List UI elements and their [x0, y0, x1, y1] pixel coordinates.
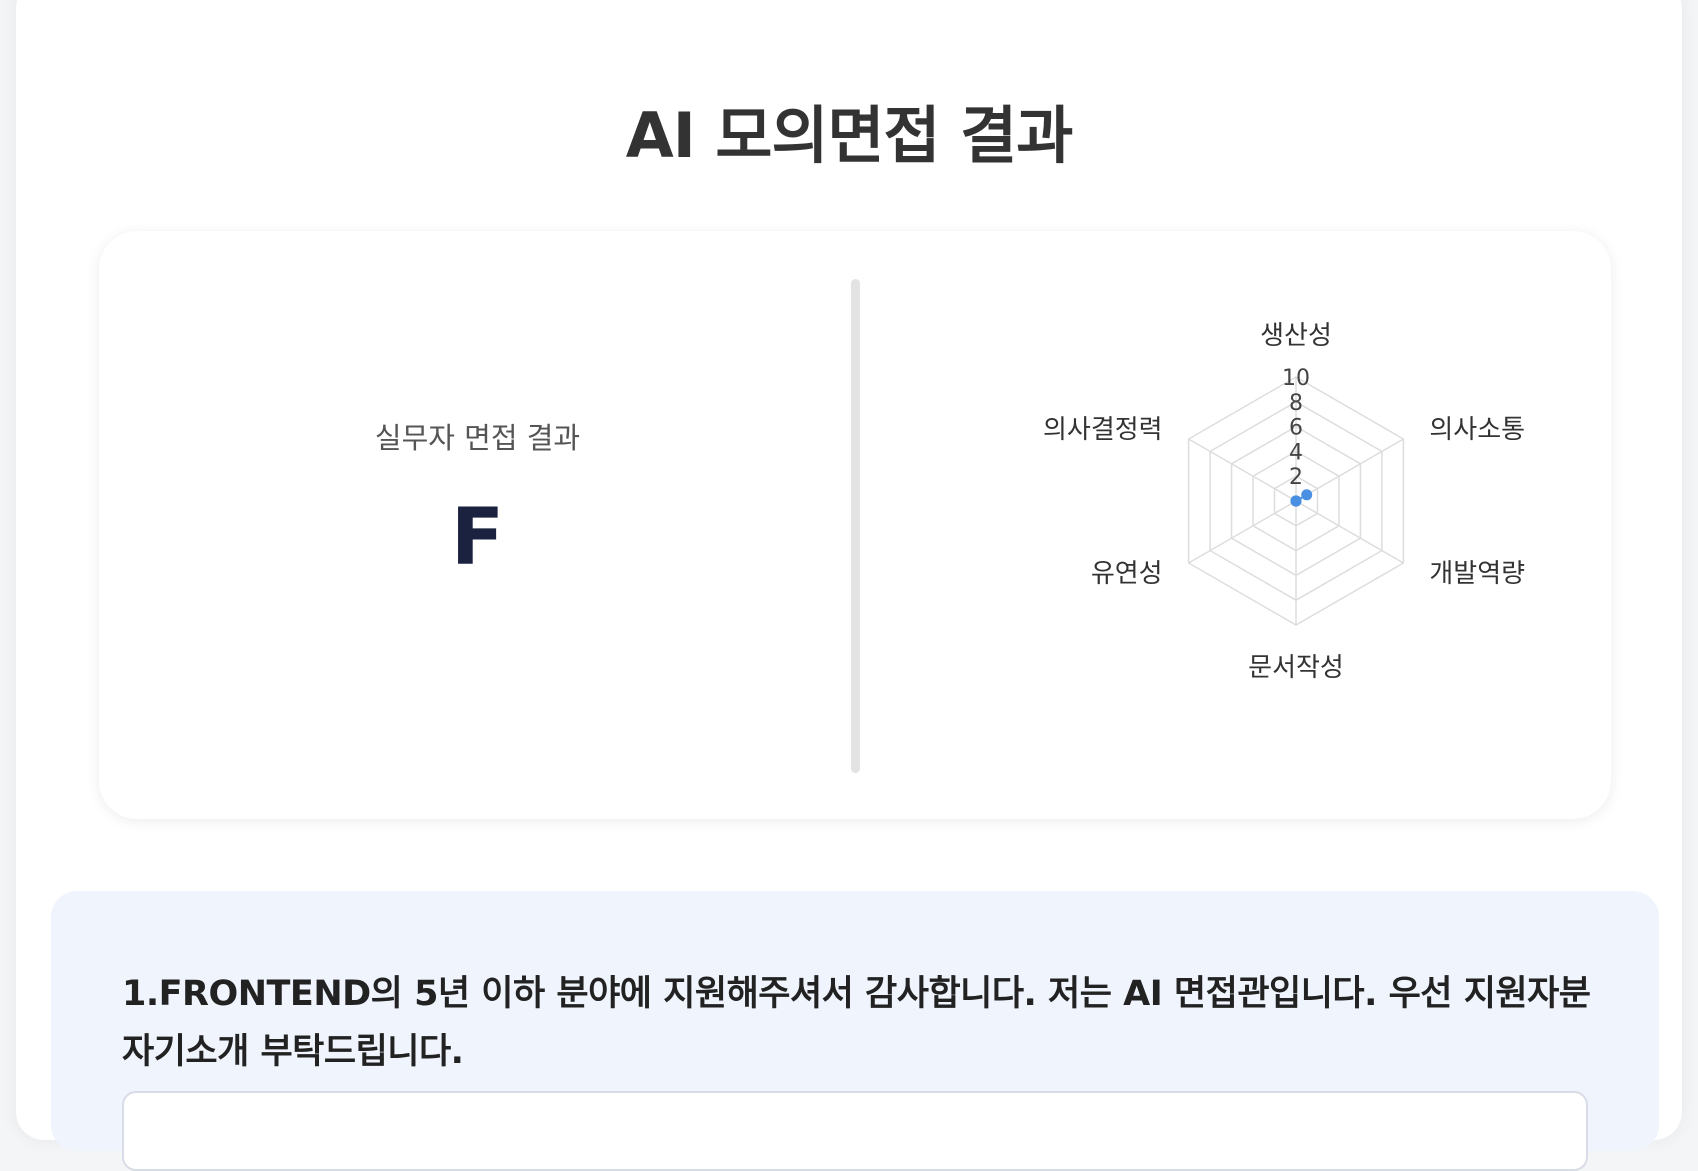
radar-spoke: [1188, 438, 1297, 502]
radar-tick-label: 4: [1289, 440, 1303, 465]
result-label: 실무자 면접 결과: [374, 421, 581, 455]
radar-data-point: [1290, 495, 1302, 507]
radar-axis-label: 문서작성: [1248, 653, 1344, 683]
radar-spoke: [1295, 438, 1404, 502]
radar-axis-label: 개발역량: [1429, 559, 1525, 589]
radar-tick-label: 8: [1289, 391, 1303, 416]
radar-spoke: [1295, 500, 1404, 564]
card-divider: [851, 279, 860, 773]
question-text: 1.FRONTEND의 5년 이하 분야에 지원해주셔서 감사합니다. 저는 A…: [122, 974, 1591, 1072]
radar-axis-label: 의사소통: [1429, 415, 1525, 445]
radar-data-point: [1301, 489, 1313, 501]
answer-box: [122, 1091, 1588, 1171]
radar-tick-label: 2: [1289, 465, 1303, 490]
radar-axis-label: 생산성: [1260, 321, 1332, 351]
page-title: AI 모의면접 결과: [625, 99, 1073, 172]
grade-section: 실무자 면접 결과 F: [99, 231, 856, 819]
radar-axis-label: 의사결정력: [1043, 415, 1163, 445]
radar-tick-label: 10: [1282, 366, 1310, 391]
result-grade: F: [450, 493, 505, 583]
radar-axis-label: 유연성: [1091, 559, 1163, 589]
question-panel: 1.FRONTEND의 5년 이하 분야에 지원해주셔서 감사합니다. 저는 A…: [51, 891, 1659, 1171]
radar-spoke: [1188, 500, 1297, 564]
radar-tick-label: 6: [1289, 416, 1303, 441]
